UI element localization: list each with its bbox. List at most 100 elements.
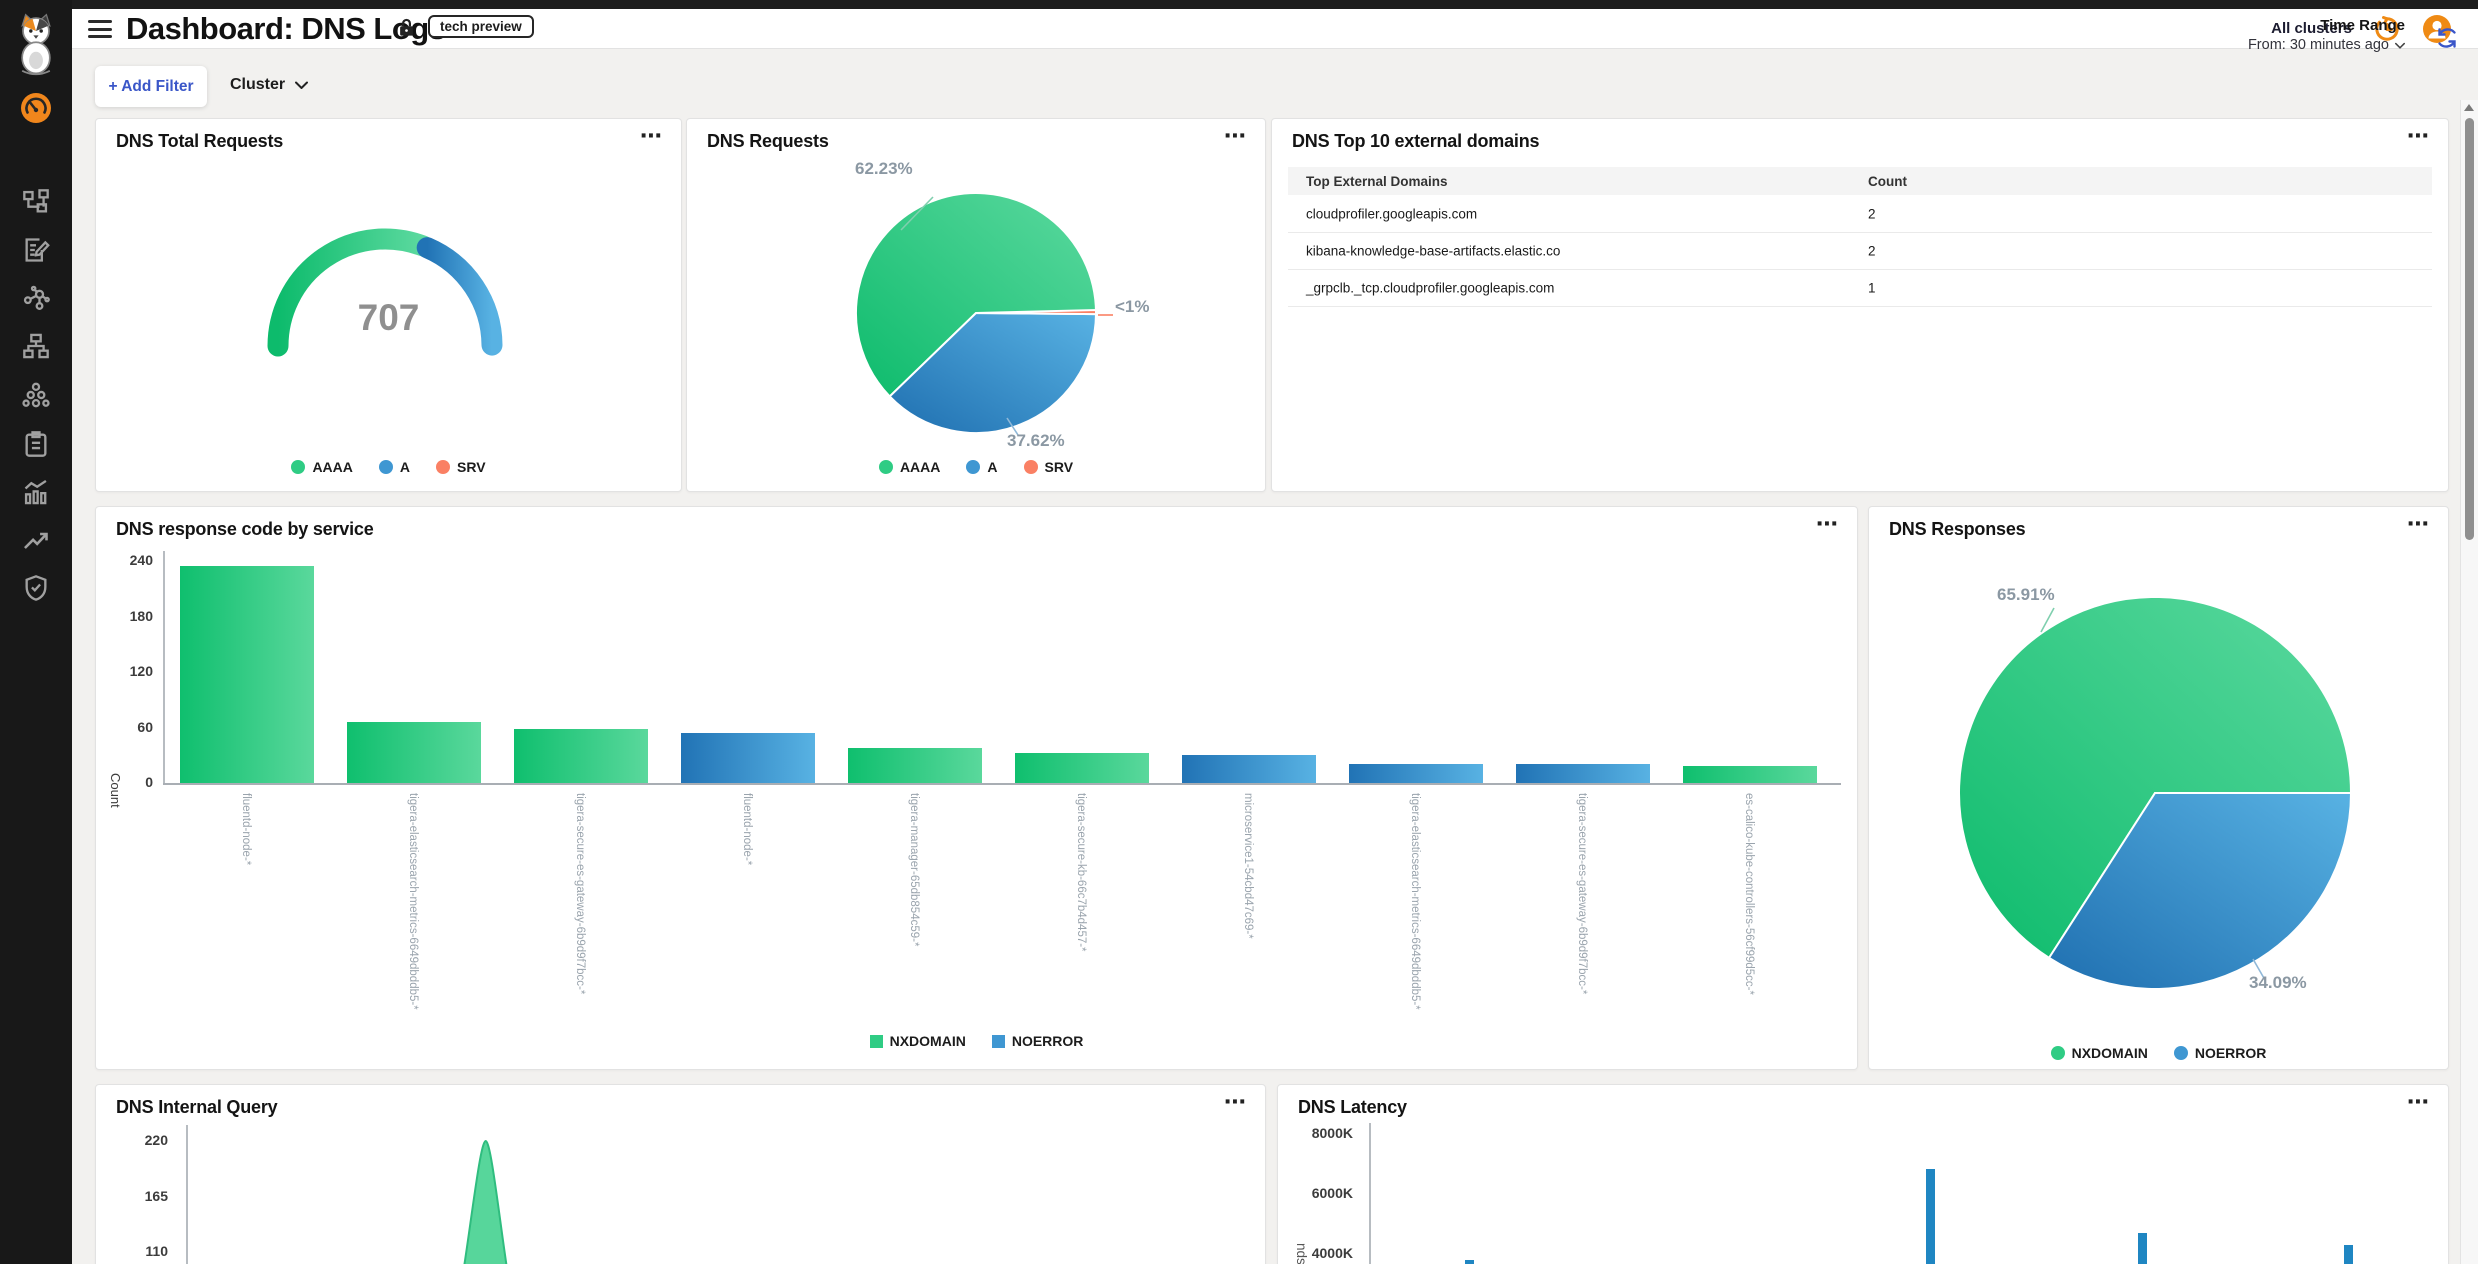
bar-noerror	[1182, 755, 1316, 783]
legend-item-srv[interactable]: SRV	[1023, 459, 1074, 475]
panel-dns-latency: DNS Latency ⋯ 8000K6000K4000K2000K0 nds	[1277, 1084, 2449, 1264]
legend-dot	[2173, 1046, 2188, 1060]
y-axis-line	[163, 551, 165, 785]
y-axis-tick: 6000K	[1311, 1185, 1353, 1201]
main-sidebar	[0, 0, 72, 1264]
y-axis-line	[186, 1125, 188, 1264]
bar-nxdomain	[848, 747, 982, 783]
sidebar-item-network-topology[interactable]	[0, 188, 72, 216]
sidebar-item-workloads[interactable]	[0, 381, 72, 409]
dashboard-gauge-icon	[21, 93, 51, 123]
legend-item-noerror[interactable]: NOERROR	[991, 1033, 1083, 1049]
y-axis-tick: 180	[129, 607, 153, 624]
more-options-icon[interactable]: ⋯	[2407, 1089, 2430, 1114]
scrollbar-up-arrow[interactable]	[2464, 104, 2474, 111]
x-axis-category-label: tigera-secure-es-gateway-6b9d9f7bcc-*	[574, 793, 586, 995]
label-leader-line	[2252, 958, 2266, 981]
refresh-icon[interactable]	[2434, 25, 2460, 51]
pie-slice-label: 65.91%	[1997, 585, 2055, 604]
bar-noerror	[1349, 763, 1483, 783]
legend-square	[991, 1034, 1005, 1048]
cluster-filter-dropdown[interactable]: Cluster	[230, 76, 309, 94]
legend-dot	[291, 460, 306, 474]
area-chart: 220165110550	[96, 1085, 1265, 1264]
panel-title: DNS Total Requests	[116, 131, 284, 151]
bar-noerror	[681, 733, 815, 783]
y-axis-tick: 4000K	[1311, 1245, 1353, 1261]
x-axis-category-label: microservice1-54cbd47c69-*	[1242, 793, 1254, 939]
cell-count: 1	[1868, 280, 1876, 295]
x-axis-line	[163, 783, 1841, 785]
legend-label: NXDOMAIN	[2071, 1045, 2148, 1061]
more-options-icon[interactable]: ⋯	[1224, 1089, 1247, 1114]
x-axis-category-label: tigera-elasticsearch-metrics-6649dbddb5-…	[407, 793, 419, 1010]
legend-item-a[interactable]: A	[966, 459, 998, 475]
area-spike	[463, 1139, 508, 1264]
add-filter-button[interactable]: + Add Filter	[95, 66, 207, 107]
gauge-arc	[416, 237, 503, 356]
latency-bar	[2137, 1233, 2147, 1264]
more-options-icon[interactable]: ⋯	[2407, 123, 2430, 148]
calico-cat-logo[interactable]	[0, 12, 72, 76]
stats-chart-icon	[24, 479, 47, 505]
y-axis-line	[1369, 1123, 1371, 1264]
sidebar-item-dashboard[interactable]	[0, 92, 72, 124]
y-axis-tick: 120	[129, 663, 153, 679]
legend-item-nxdomain[interactable]: NXDOMAIN	[869, 1033, 966, 1049]
sidebar-item-threat-defense[interactable]	[0, 574, 72, 602]
sidebar-item-trends[interactable]	[0, 527, 72, 555]
scrollbar-thumb[interactable]	[2465, 118, 2474, 540]
pie-slice-a	[888, 311, 1098, 434]
panel-title: DNS response code by service	[116, 519, 374, 539]
latency-bar	[1465, 1260, 1475, 1264]
bar-chart: 240 180 120 60 0 fluentd-node-* tigera-elastic…	[96, 507, 1857, 1069]
more-options-icon[interactable]: ⋯	[640, 123, 663, 148]
x-axis-category-label: es-calico-kube-controllers-56cf99d5cc-*	[1743, 793, 1755, 995]
legend-item-aaaa[interactable]: AAAA	[878, 459, 940, 475]
history-icon[interactable]	[2372, 14, 2402, 44]
more-options-icon[interactable]: ⋯	[1816, 511, 1839, 536]
gauge-value: 707	[357, 297, 420, 338]
legend-label: NXDOMAIN	[889, 1033, 966, 1049]
page-title: Dashboard: DNS Logs	[126, 11, 446, 46]
sidebar-item-network-sets[interactable]	[0, 332, 72, 360]
legend-item-noerror[interactable]: NOERROR	[2173, 1045, 2266, 1061]
tech-preview-badge: tech preview	[428, 15, 534, 38]
sidebar-item-compliance[interactable]	[0, 430, 72, 458]
cell-domain: cloudprofiler.googleapis.com	[1306, 206, 1478, 221]
bar-nxdomain	[347, 721, 481, 783]
pie-slice-noerror	[2047, 792, 2353, 990]
pie-slice-label: <1%	[1115, 297, 1150, 316]
panel-dns-total-requests: DNS Total Requests ⋯ 707 AAAA A SRV	[95, 118, 682, 492]
legend-item-aaaa[interactable]: AAAA	[291, 459, 353, 475]
menu-hamburger-icon[interactable]	[88, 20, 112, 38]
cluster-selector[interactable]: All clusters	[2271, 20, 2352, 37]
more-options-icon[interactable]: ⋯	[2407, 511, 2430, 536]
legend-item-nxdomain[interactable]: NXDOMAIN	[2050, 1045, 2148, 1061]
bar-nxdomain	[1015, 753, 1149, 783]
table-column-header: Count	[1868, 173, 1907, 189]
latency-bar	[1925, 1168, 1935, 1264]
panel-dns-top-external-domains: DNS Top 10 external domains ⋯ Top Extern…	[1271, 118, 2449, 492]
sidebar-item-policies[interactable]	[0, 236, 72, 264]
more-options-icon[interactable]: ⋯	[1224, 123, 1247, 148]
legend-item-a[interactable]: A	[378, 459, 410, 475]
chart-legend: NXDOMAIN NOERROR	[1869, 1045, 2448, 1061]
legend-item-srv[interactable]: SRV	[436, 459, 486, 475]
sidebar-item-service-graph[interactable]	[0, 285, 72, 313]
time-range-value[interactable]: From: 30 minutes ago	[2248, 37, 2405, 53]
sidebar-item-statistics[interactable]	[0, 478, 72, 506]
latency-bar	[2344, 1245, 2354, 1264]
time-range-control: Time Range From: 30 minutes ago	[2248, 17, 2405, 53]
legend-label: SRV	[1044, 459, 1074, 475]
panel-title: DNS Top 10 external domains	[1292, 131, 1540, 151]
legend-dot	[878, 460, 893, 474]
y-axis-tick: 60	[137, 718, 153, 735]
y-axis-label-partial: nds	[1294, 1243, 1309, 1264]
pie-slice-label: 37.62%	[1007, 431, 1065, 450]
sitemap-icon	[23, 333, 49, 359]
chart-legend: AAAA A SRV	[687, 459, 1265, 475]
label-leader-line	[900, 196, 934, 231]
pie-chart	[855, 192, 1113, 436]
legend-label: SRV	[457, 459, 486, 475]
